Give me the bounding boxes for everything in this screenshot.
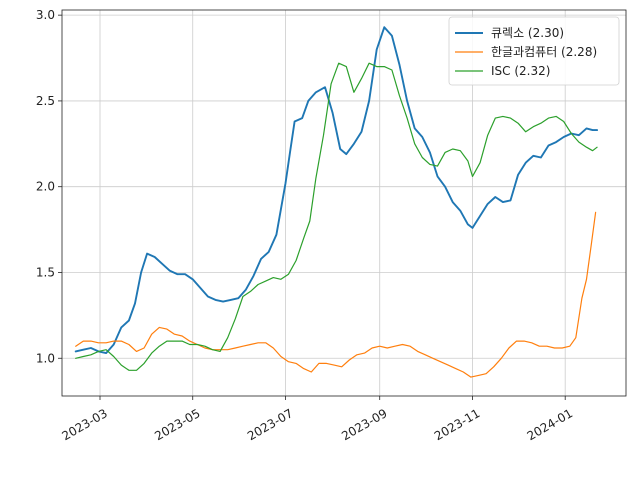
plot-frame xyxy=(61,9,627,397)
x-tick-label: 2023-09 xyxy=(339,406,389,443)
series-line-3 xyxy=(75,62,598,371)
x-tick-label: 2023-11 xyxy=(432,406,482,443)
y-tick-label: 3.0 xyxy=(36,8,55,22)
legend-box xyxy=(448,16,620,86)
y-tick-label: 2.5 xyxy=(36,94,55,108)
legend-label: 한글과컴퓨터 (2.28) xyxy=(491,45,597,59)
x-tick-label: 2024-01 xyxy=(525,406,575,443)
legend: 큐렉소 (2.30) 한글과컴퓨터 (2.28) ISC (2.32) xyxy=(448,16,620,86)
y-tick-label: 1.5 xyxy=(36,265,55,279)
x-tick-label: 2023-03 xyxy=(59,406,109,443)
y-tick-label: 1.0 xyxy=(36,351,55,365)
series-layer xyxy=(74,26,599,378)
y-axis: 1.0 1.5 2.0 2.5 3.0 xyxy=(36,8,62,365)
legend-label: ISC (2.32) xyxy=(491,64,550,78)
legend-label: 큐렉소 (2.30) xyxy=(491,26,564,40)
x-tick-label: 2023-05 xyxy=(152,406,202,443)
series-line-2 xyxy=(75,211,597,378)
x-axis: 2023-03 2023-05 2023-07 2023-09 2023-11 2024-… xyxy=(59,396,575,443)
x-tick-label: 2023-07 xyxy=(245,406,295,443)
y-tick-label: 2.0 xyxy=(36,180,55,194)
series-line-1 xyxy=(74,26,599,355)
